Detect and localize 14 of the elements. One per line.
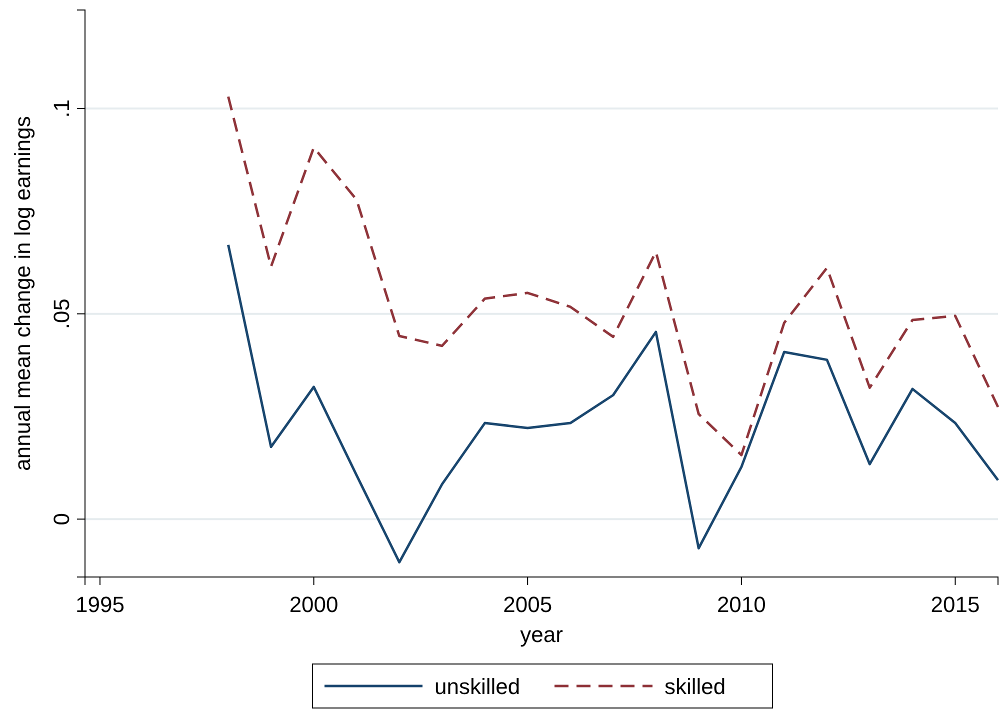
y-tick-label: 0 bbox=[49, 512, 74, 526]
legend-label: unskilled bbox=[434, 674, 520, 699]
legend-label: skilled bbox=[664, 674, 726, 699]
x-axis-title: year bbox=[520, 622, 563, 647]
x-tick-label: 2005 bbox=[503, 592, 552, 618]
line-series bbox=[227, 244, 1000, 564]
x-tick-label: 2000 bbox=[289, 592, 338, 618]
y-axis-title: annual mean change in log earnings bbox=[10, 116, 35, 471]
y-tick-label: .1 bbox=[49, 99, 74, 118]
x-tick-label: 2015 bbox=[930, 592, 980, 618]
x-tick-label: 1995 bbox=[75, 592, 124, 618]
y-tick-label: .05 bbox=[49, 298, 74, 330]
line-series bbox=[227, 95, 1000, 456]
x-tick-label: 2010 bbox=[716, 592, 766, 618]
